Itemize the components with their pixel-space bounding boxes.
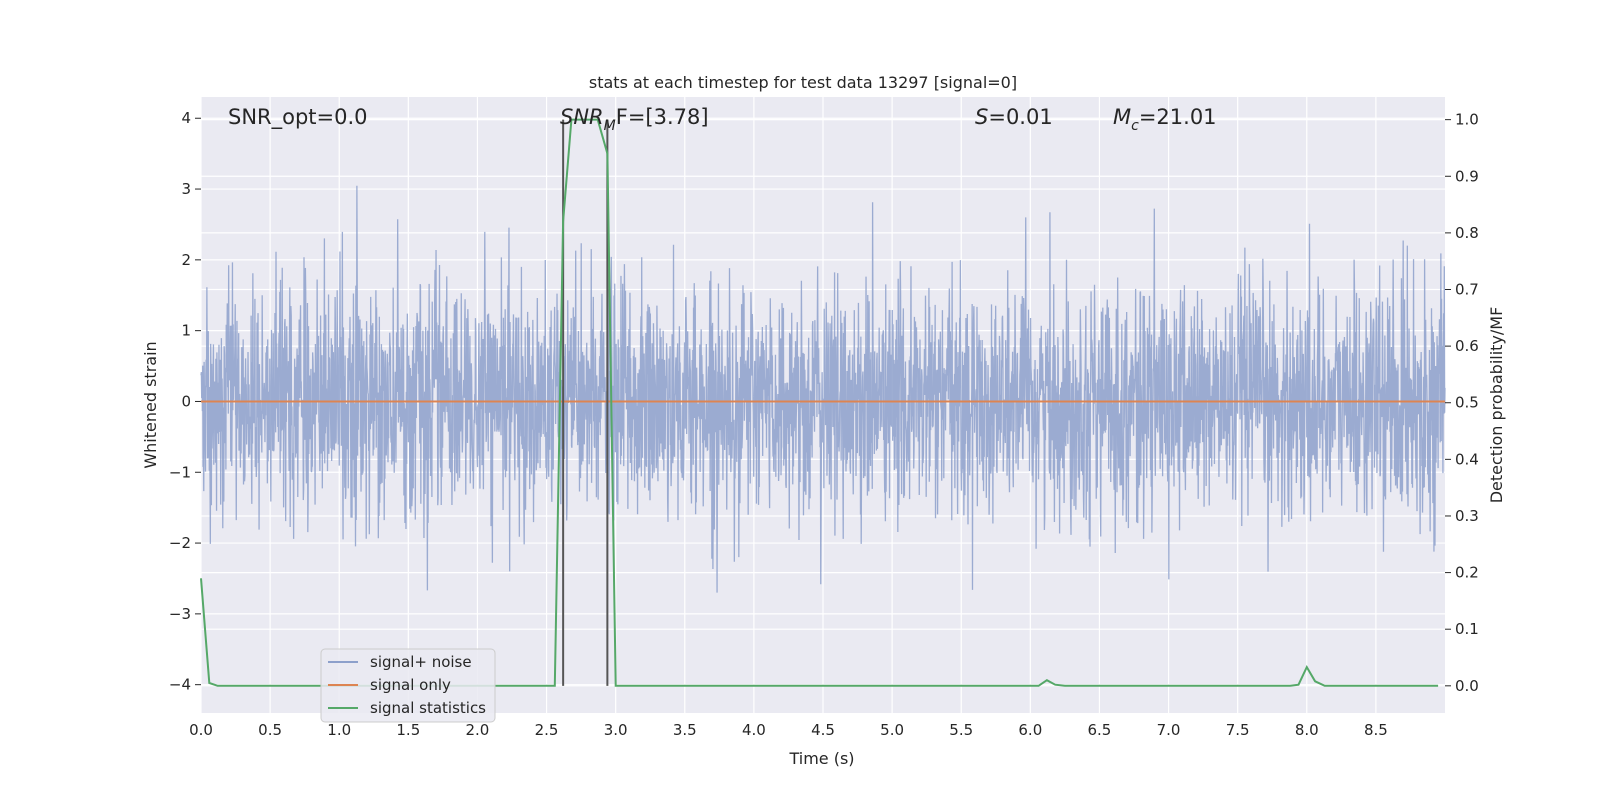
legend: signal+ noise signal only signal statist… bbox=[320, 648, 496, 723]
y-right-tick-label: 0.9 bbox=[1455, 167, 1479, 185]
x-tick-label: 3.5 bbox=[673, 721, 697, 739]
series-signal-noise bbox=[200, 185, 1446, 593]
signal-noise-trace bbox=[200, 185, 1446, 593]
x-tick-label: 7.0 bbox=[1157, 721, 1181, 739]
y-left-axis-label: Whitened strain bbox=[141, 341, 160, 468]
y-left-tick-label: 1 bbox=[181, 322, 191, 340]
snr-mf-rest: F=[3.78] bbox=[616, 105, 709, 129]
y-right-axis-label: Detection probability/MF bbox=[1487, 307, 1506, 504]
y-left-axis-ticks: −4 −3 −2 −1 0 1 2 3 4 bbox=[169, 109, 201, 694]
x-tick-label: 4.5 bbox=[811, 721, 835, 739]
s-annotation: S=0.01 bbox=[975, 105, 1053, 129]
x-axis-label: Time (s) bbox=[788, 749, 854, 768]
x-tick-label: 8.0 bbox=[1295, 721, 1319, 739]
x-tick-label: 7.5 bbox=[1226, 721, 1250, 739]
y-right-tick-label: 0.6 bbox=[1455, 337, 1479, 355]
y-right-tick-label: 0.0 bbox=[1455, 677, 1479, 695]
legend-label-signal-only: signal only bbox=[370, 676, 451, 694]
x-tick-label: 3.0 bbox=[604, 721, 628, 739]
y-right-tick-label: 0.1 bbox=[1455, 620, 1479, 638]
chart-title: stats at each timestep for test data 132… bbox=[589, 73, 1017, 92]
y-left-tick-label: 2 bbox=[181, 251, 191, 269]
y-right-tick-label: 0.5 bbox=[1455, 394, 1479, 412]
y-right-axis-ticks: 0.0 0.1 0.2 0.3 0.4 0.5 0.6 0.7 0.8 0.9 1.0 bbox=[1445, 111, 1479, 695]
x-tick-label: 0.5 bbox=[258, 721, 282, 739]
x-tick-label: 1.5 bbox=[396, 721, 420, 739]
mc-value: =21.01 bbox=[1139, 105, 1217, 129]
y-left-tick-label: −1 bbox=[169, 463, 191, 481]
y-left-tick-label: −3 bbox=[169, 605, 191, 623]
y-right-tick-label: 0.4 bbox=[1455, 450, 1479, 468]
y-right-tick-label: 0.2 bbox=[1455, 564, 1479, 582]
y-left-tick-label: −4 bbox=[169, 676, 191, 694]
snr-mf-annotation: SNRMF=[3.78] bbox=[560, 105, 709, 134]
x-tick-label: 1.0 bbox=[327, 721, 351, 739]
x-tick-label: 5.0 bbox=[880, 721, 904, 739]
snr-mf-main: SNR bbox=[560, 105, 604, 129]
legend-label-signal-noise: signal+ noise bbox=[370, 653, 472, 671]
y-left-tick-label: 4 bbox=[181, 109, 191, 127]
mc-main: M bbox=[1113, 105, 1131, 129]
s-label: S bbox=[975, 105, 988, 129]
x-tick-label: 0.0 bbox=[189, 721, 213, 739]
snr-opt-annotation: SNR_opt=0.0 bbox=[228, 105, 368, 130]
mc-sub: c bbox=[1131, 118, 1139, 134]
x-tick-label: 6.5 bbox=[1088, 721, 1112, 739]
x-tick-label: 6.0 bbox=[1018, 721, 1042, 739]
x-tick-label: 2.0 bbox=[466, 721, 490, 739]
x-tick-label: 5.5 bbox=[949, 721, 973, 739]
y-right-tick-label: 0.7 bbox=[1455, 281, 1479, 299]
x-tick-label: 8.5 bbox=[1364, 721, 1388, 739]
snr-mf-sub: M bbox=[604, 118, 616, 134]
y-left-tick-label: 3 bbox=[181, 180, 191, 198]
legend-label-signal-statistics: signal statistics bbox=[370, 699, 486, 717]
y-right-tick-label: 1.0 bbox=[1455, 111, 1479, 129]
y-left-tick-label: −2 bbox=[169, 534, 191, 552]
legend-box bbox=[320, 648, 496, 723]
y-right-tick-label: 0.8 bbox=[1455, 224, 1479, 242]
x-axis-ticks: 0.0 0.5 1.0 1.5 2.0 2.5 3.0 3.5 4.0 4.5 5.0 5.5 6.0 6… bbox=[189, 721, 1388, 739]
y-left-tick-label: 0 bbox=[181, 392, 191, 410]
x-tick-label: 4.0 bbox=[742, 721, 766, 739]
s-value: =0.01 bbox=[988, 105, 1052, 129]
x-tick-label: 2.5 bbox=[535, 721, 559, 739]
y-right-tick-label: 0.3 bbox=[1455, 507, 1479, 525]
mc-annotation: Mc=21.01 bbox=[1113, 105, 1217, 134]
